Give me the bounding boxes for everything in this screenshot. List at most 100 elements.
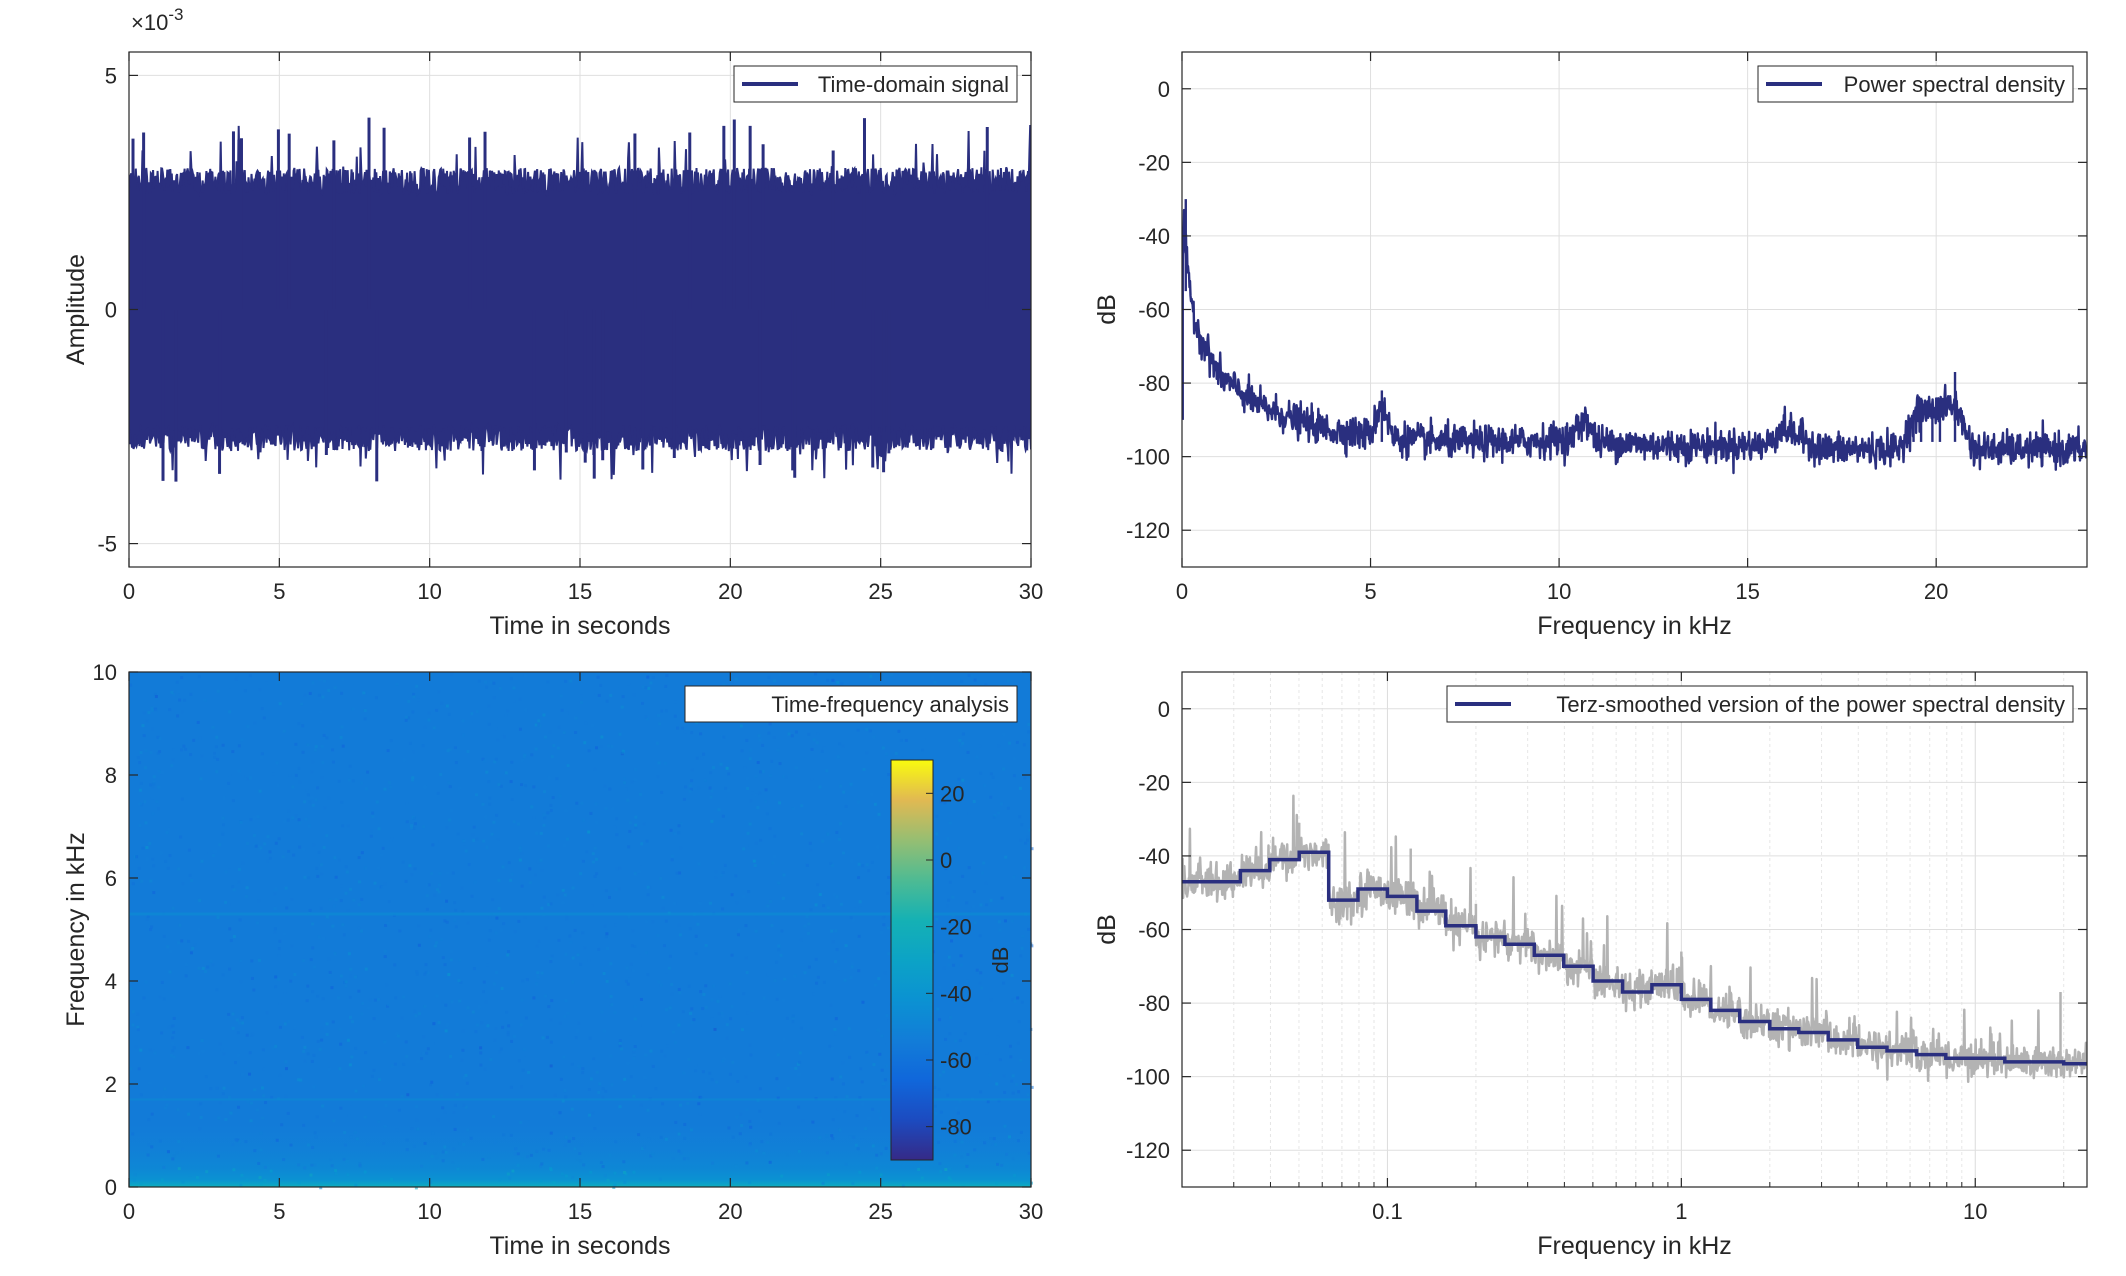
spectrogram-noise-cell: [964, 1062, 968, 1066]
spectrogram-noise-cell: [462, 1103, 466, 1107]
spectrogram-noise-cell: [284, 1094, 288, 1098]
spectrogram-noise-cell: [748, 1181, 752, 1185]
spectrogram-noise-cell: [1019, 954, 1023, 958]
spectrogram-noise-cell: [327, 689, 331, 693]
spectrogram-noise-cell: [633, 1045, 637, 1049]
spectrogram-noise-cell: [714, 876, 718, 880]
spectrogram-noise-cell: [1023, 866, 1027, 870]
spectrogram-noise-cell: [314, 745, 318, 749]
spectrogram-noise-cell: [946, 837, 950, 841]
spectrogram-noise-cell: [958, 1038, 962, 1042]
spectrogram-noise-cell: [540, 1162, 544, 1166]
spectrogram-x-tick-label: 15: [568, 1199, 592, 1224]
terz-legend-text: Terz-smoothed version of the power spect…: [1556, 692, 2065, 717]
spectrogram-noise-cell: [860, 1080, 864, 1084]
spectrogram-noise-cell: [721, 1059, 725, 1063]
spectrogram-noise-cell: [258, 847, 262, 851]
spectrogram-noise-cell: [549, 1040, 553, 1044]
spectrogram-noise-cell: [587, 830, 591, 834]
spectrogram-noise-cell: [712, 984, 716, 988]
spectrogram-noise-cell: [342, 1157, 346, 1161]
spectrogram-noise-cell: [129, 987, 133, 991]
spectrogram-noise-cell: [829, 861, 833, 865]
spectrogram-noise-cell: [697, 786, 701, 790]
spectrogram-noise-cell: [227, 781, 231, 785]
spectrogram-noise-cell: [855, 1114, 859, 1118]
spectrogram-noise-cell: [1019, 838, 1023, 842]
spectrogram-noise-cell: [425, 1051, 429, 1055]
spectrogram-x-tick-label: 30: [1019, 1199, 1043, 1224]
time-series-group: [129, 117, 1031, 482]
spectrogram-noise-cell: [354, 975, 358, 979]
spectrogram-noise-cell: [415, 684, 419, 688]
spectrogram-noise-cell: [394, 996, 398, 1000]
spectrogram-noise-cell: [206, 965, 210, 969]
spectrogram-noise-cell: [1013, 1174, 1017, 1178]
spectrogram-noise-cell: [430, 872, 434, 876]
spectrogram-noise-cell: [294, 814, 298, 818]
spectrogram-noise-cell: [961, 874, 965, 878]
spectrogram-noise-cell: [830, 929, 834, 933]
spectrogram-noise-cell: [953, 996, 957, 1000]
spectrogram-noise-cell: [444, 1029, 448, 1033]
spectrogram-noise-cell: [501, 865, 505, 869]
spectrogram-noise-cell: [607, 744, 611, 748]
spectrogram-noise-cell: [599, 683, 603, 687]
spectrogram-noise-cell: [482, 980, 486, 984]
spectrogram-noise-cell: [289, 979, 293, 983]
spectrogram-noise-cell: [147, 1143, 151, 1147]
spectrogram-noise-cell: [363, 708, 367, 712]
spectrogram-noise-cell: [236, 1053, 240, 1057]
spectrogram-noise-cell: [445, 1023, 449, 1027]
spectrogram-noise-cell: [540, 971, 544, 975]
spectrogram-noise-cell: [413, 822, 417, 826]
spectrogram-noise-cell: [879, 1152, 883, 1156]
spectrogram-noise-cell: [383, 1040, 387, 1044]
spectrogram-noise-cell: [334, 1169, 338, 1173]
spectrogram-noise-cell: [504, 771, 508, 775]
spectrogram-noise-cell: [744, 1075, 748, 1079]
spectrogram-noise-cell: [542, 895, 546, 899]
spectrogram-noise-cell: [747, 890, 751, 894]
spectrogram-noise-cell: [332, 1119, 336, 1123]
spectrogram-noise-cell: [311, 681, 315, 685]
spectrogram-noise-cell: [358, 880, 362, 884]
spectrogram-noise-cell: [339, 1106, 343, 1110]
spectrogram-noise-cell: [184, 974, 188, 978]
spectrogram-noise-cell: [519, 1085, 523, 1089]
spectrogram-noise-cell: [749, 748, 753, 752]
spectrogram-noise-cell: [434, 1042, 438, 1046]
spectrogram-noise-cell: [461, 910, 465, 914]
spectrogram-noise-cell: [711, 1161, 715, 1165]
spectrogram-noise-cell: [985, 1051, 989, 1055]
spectrogram-noise-cell: [197, 675, 201, 679]
colorbar-tick-label: 20: [940, 781, 964, 806]
spectrogram-noise-cell: [497, 907, 501, 911]
spectrogram-noise-cell: [742, 992, 746, 996]
time-x-tick-label: 10: [417, 579, 441, 604]
spectrogram-noise-cell: [604, 1089, 608, 1093]
spectrogram-noise-cell: [215, 735, 219, 739]
spectrogram-noise-cell: [825, 769, 829, 773]
spectrogram-noise-cell: [284, 1067, 288, 1071]
spectrogram-noise-cell: [442, 899, 446, 903]
spectrogram-noise-cell: [997, 744, 1001, 748]
spectrogram-noise-cell: [806, 931, 810, 935]
spectrogram-noise-cell: [363, 1115, 367, 1119]
spectrogram-noise-cell: [550, 755, 554, 759]
spectrogram-noise-cell: [462, 1142, 466, 1146]
spectrogram-noise-cell: [433, 944, 437, 948]
spectrogram-noise-cell: [458, 1142, 462, 1146]
spectrogram-noise-cell: [956, 1111, 960, 1115]
spectrogram-noise-cell: [276, 784, 280, 788]
spectrogram-noise-cell: [141, 846, 145, 850]
spectrogram-noise-cell: [131, 1023, 135, 1027]
spectrogram-noise-cell: [139, 1093, 143, 1097]
spectrogram-noise-cell: [842, 851, 846, 855]
spectrogram-noise-cell: [231, 1012, 235, 1016]
terz-y-tick-label: -80: [1138, 991, 1170, 1016]
spectrogram-noise-cell: [624, 787, 628, 791]
spectrogram-noise-cell: [498, 1050, 502, 1054]
spectrogram-noise-cell: [543, 816, 547, 820]
spectrogram-noise-cell: [975, 973, 979, 977]
